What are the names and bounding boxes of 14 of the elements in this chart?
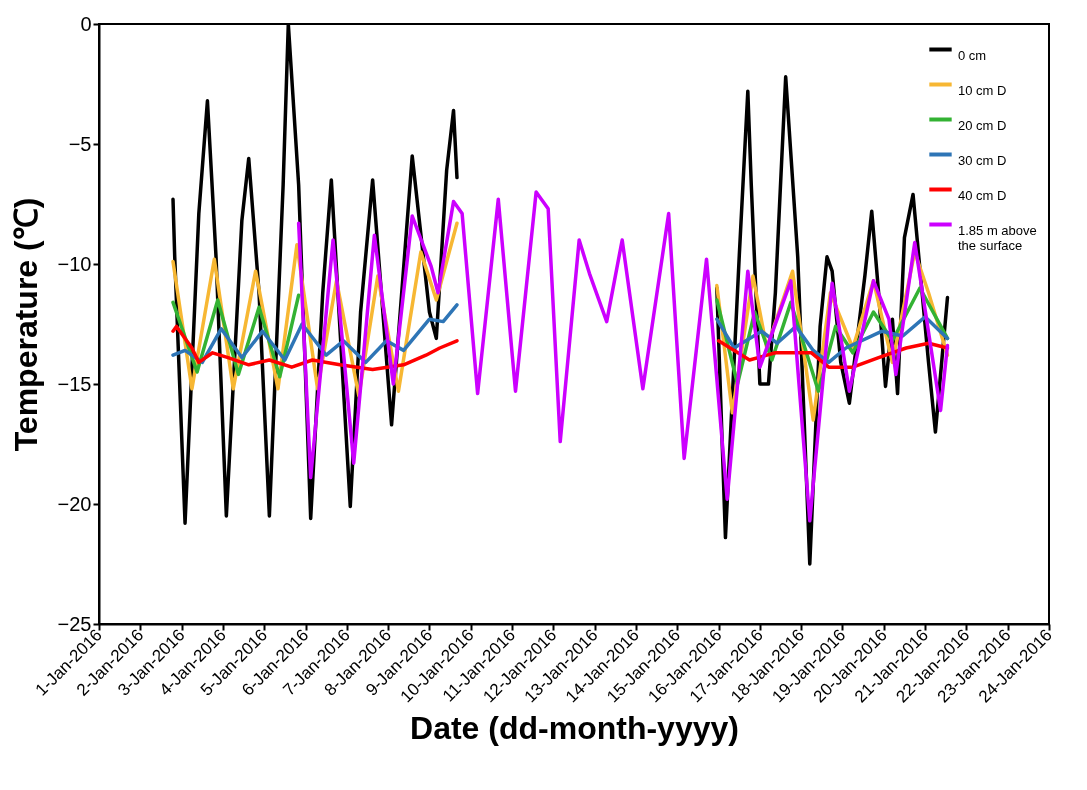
x-axis-title: Date (dd-month-yyyy) bbox=[410, 709, 739, 746]
legend-label: 1.85 m above the surface bbox=[958, 222, 1037, 253]
y-tick-label: 0 bbox=[80, 12, 92, 35]
legend-label: 10 cm D bbox=[958, 82, 1007, 98]
legend-label: 20 cm D bbox=[958, 117, 1007, 133]
legend-label: 0 cm bbox=[958, 47, 987, 63]
legend-label: 30 cm D bbox=[958, 152, 1007, 168]
y-tick-label: −15 bbox=[57, 372, 92, 395]
y-tick-label: −10 bbox=[57, 252, 92, 275]
y-axis-title: Temperature (℃) bbox=[7, 197, 44, 452]
y-tick-label: −20 bbox=[57, 492, 92, 515]
line-series bbox=[296, 190, 950, 523]
legend-label: 40 cm D bbox=[958, 187, 1007, 203]
y-tick-label: −5 bbox=[68, 132, 92, 155]
